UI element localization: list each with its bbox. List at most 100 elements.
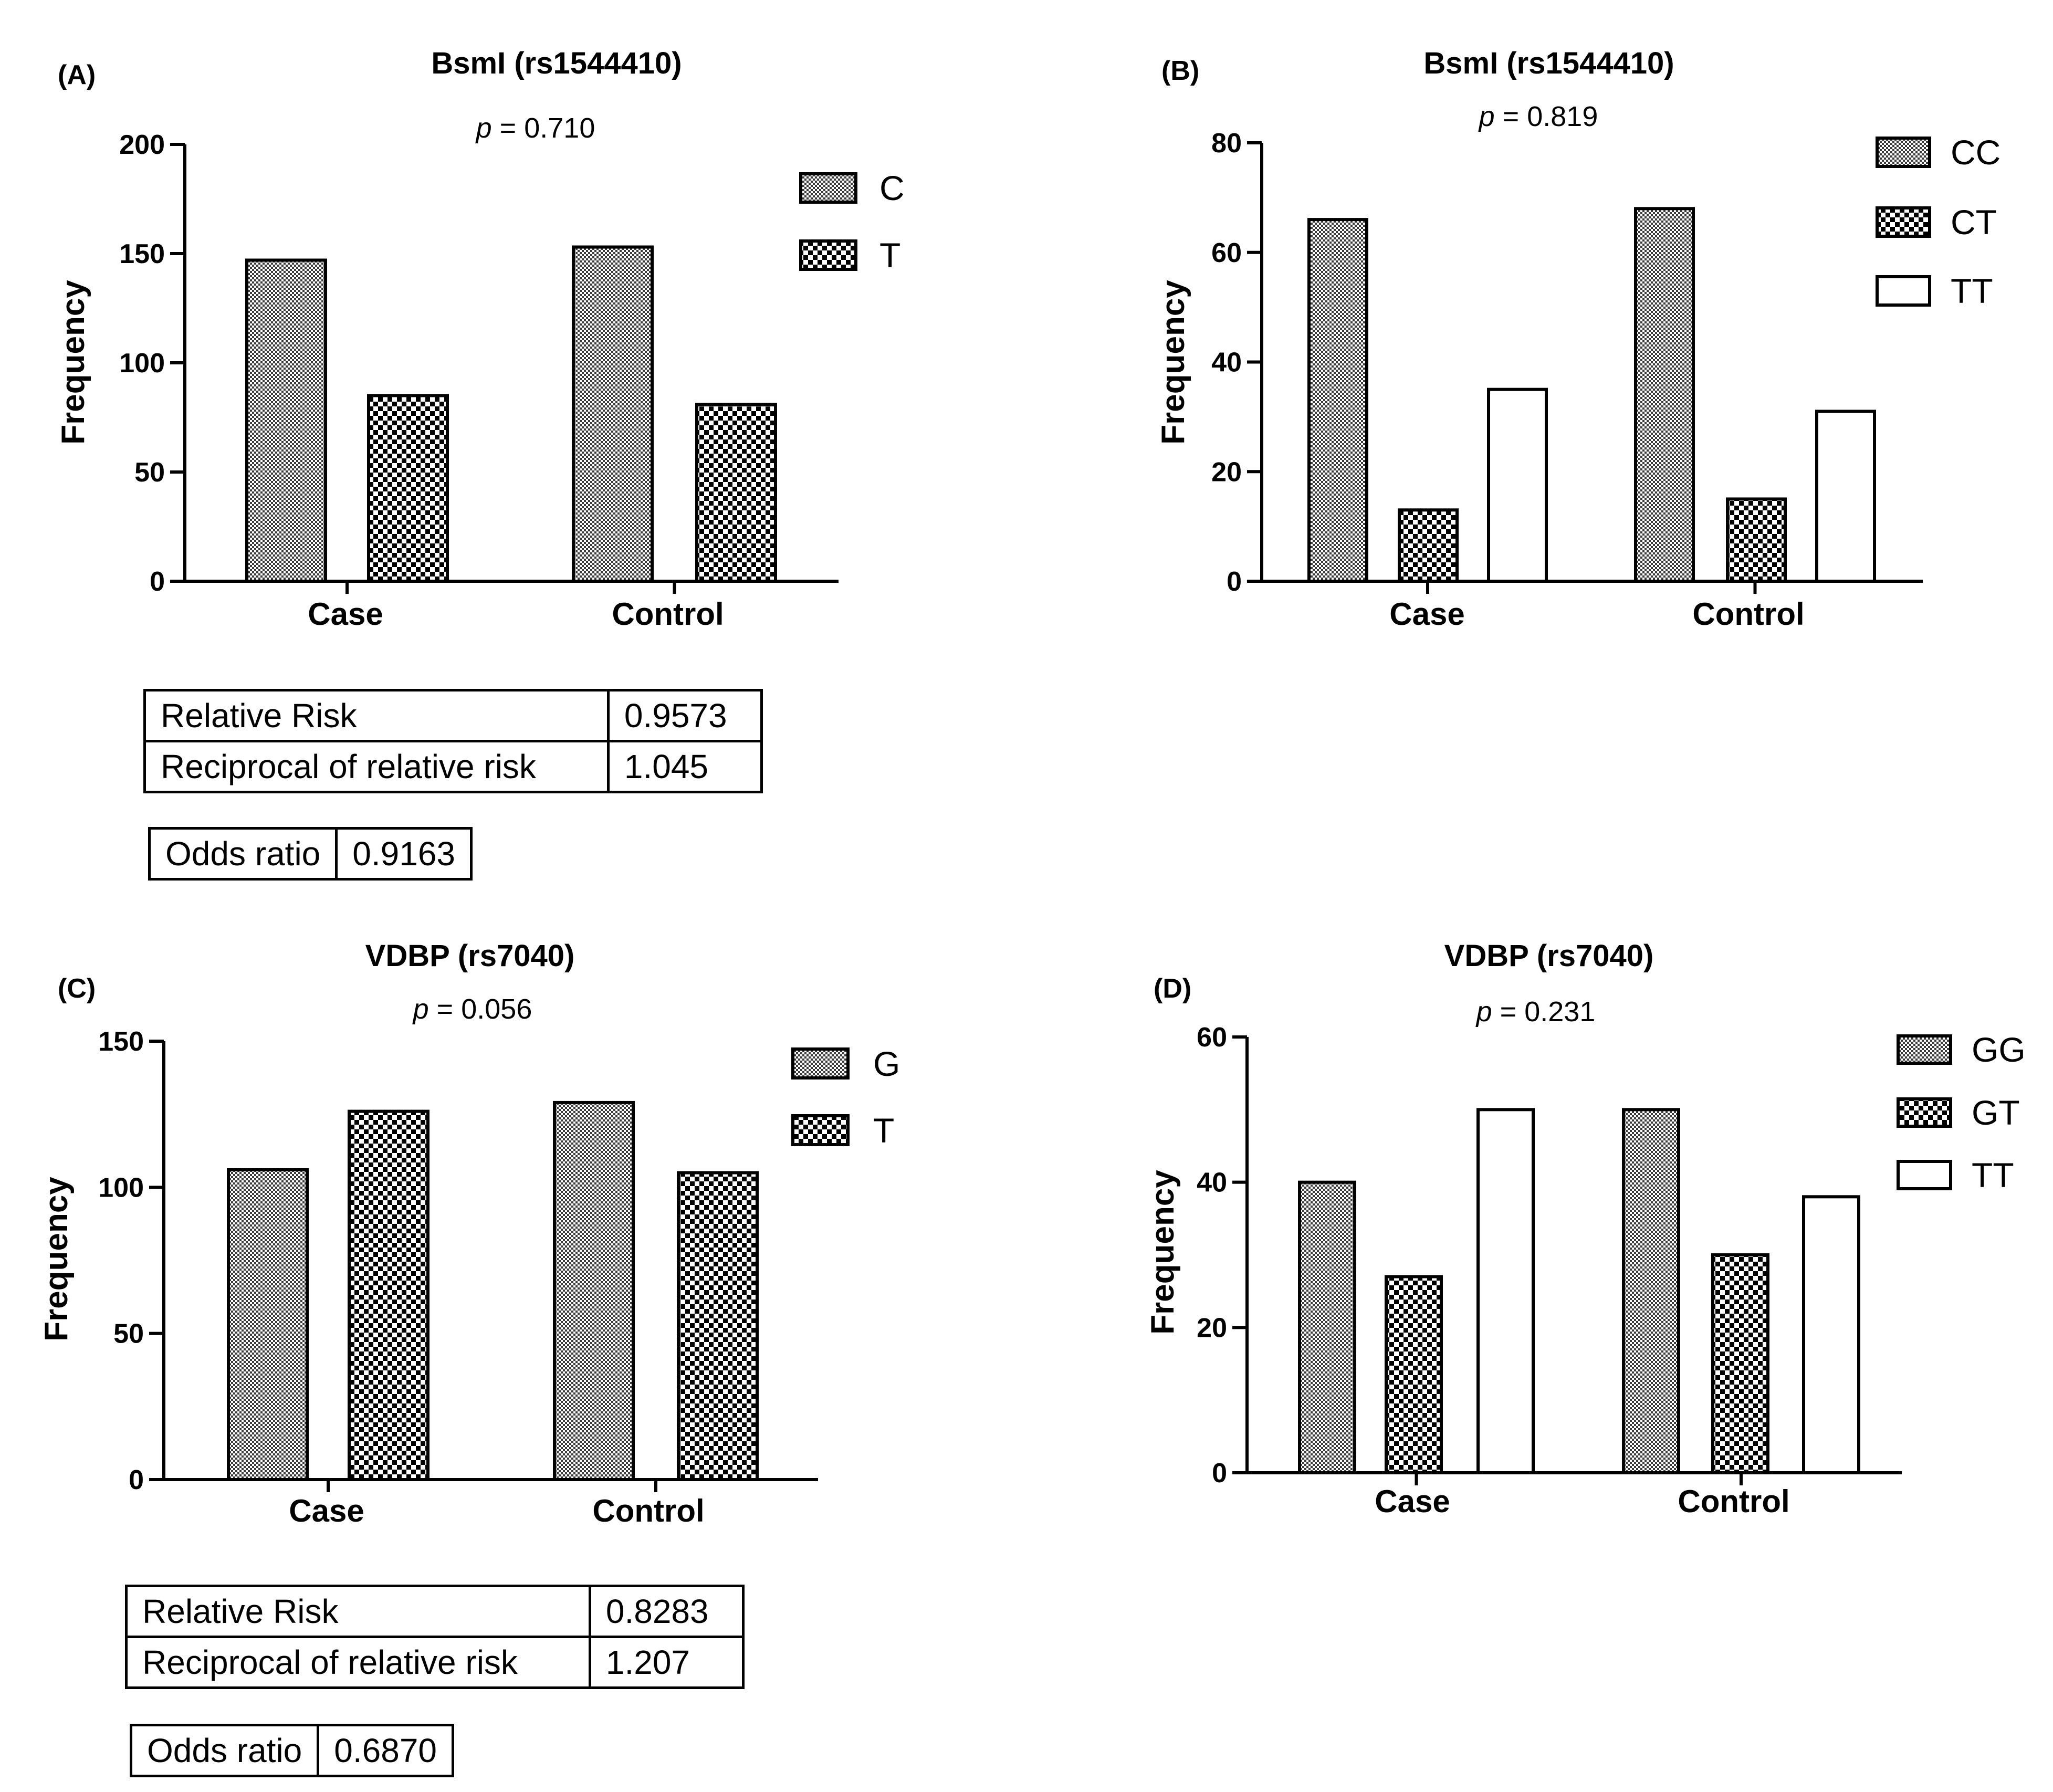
panel-b-legend-label-cc: CC	[1951, 133, 2000, 172]
panel-d-label: (D)	[1154, 973, 1191, 1004]
bar-b-case-cc	[1307, 218, 1368, 583]
panel-d-legend-swatch-tt	[1897, 1160, 1952, 1190]
panel-c: (C) VDBP (rs7040) p = 0.056 Frequency 0 5…	[38, 939, 900, 1528]
panel-a-label: (A)	[58, 60, 96, 90]
y-tick-label: 100	[98, 1172, 144, 1203]
y-tick-label: 40	[1197, 1168, 1227, 1198]
panel-d-legend-label-gg: GG	[1972, 1030, 2026, 1069]
y-tick-label: 150	[119, 239, 165, 269]
table-a-relative-risk: Relative Risk 0.9573 Reciprocal of relat…	[143, 689, 763, 793]
table-row: Reciprocal of relative risk 1.207	[125, 1636, 745, 1689]
panel-c-plot: 0 50 100 150	[98, 1026, 818, 1495]
relative-risk-label: Relative Risk	[143, 689, 610, 742]
bar-c-case-g	[227, 1168, 309, 1481]
panel-b-title: BsmI (rs1544410)	[1423, 46, 1674, 80]
bar-d-case-tt	[1476, 1108, 1535, 1474]
panel-a: (A) BsmI (rs1544410) p = 0.710 Frequency…	[55, 46, 905, 632]
panel-d-legend-swatch-gg	[1897, 1034, 1952, 1065]
odds-ratio-value: 0.6870	[317, 1724, 454, 1777]
panel-b-legend-swatch-ct	[1876, 206, 1931, 238]
bar-b-case-ct	[1398, 508, 1459, 583]
bar-d-case-gt	[1385, 1275, 1443, 1474]
panel-a-xtick-case: Case	[308, 596, 383, 632]
panel-c-legend-swatch-t	[791, 1114, 850, 1146]
panel-c-xtick-case: Case	[289, 1493, 364, 1528]
table-row: Relative Risk 0.9573	[143, 689, 763, 742]
panel-a-legend-label-t: T	[879, 236, 900, 275]
panel-b-ylabel: Frequency	[1155, 280, 1191, 445]
panel-d-legend-label-gt: GT	[1972, 1093, 2020, 1132]
reciprocal-label: Reciprocal of relative risk	[125, 1636, 591, 1689]
panel-c-label: (C)	[58, 973, 96, 1004]
bar-b-control-cc	[1634, 207, 1695, 583]
panel-b-pvalue: p = 0.819	[1478, 101, 1598, 132]
bar-d-control-tt	[1802, 1195, 1860, 1474]
panel-b-legend-swatch-tt	[1876, 275, 1931, 307]
y-tick-label: 200	[119, 130, 165, 160]
bar-b-control-tt	[1815, 410, 1876, 583]
table-a-odds-ratio: Odds ratio 0.9163	[148, 827, 473, 881]
relative-risk-value: 0.9573	[606, 689, 763, 742]
panel-d-xtick-control: Control	[1678, 1484, 1789, 1519]
reciprocal-label: Reciprocal of relative risk	[143, 740, 610, 793]
panel-c-legend-label-t: T	[873, 1111, 894, 1150]
panel-d-pvalue: p = 0.231	[1475, 996, 1596, 1028]
y-tick-label: 20	[1211, 457, 1242, 487]
panel-b-legend-swatch-cc	[1876, 137, 1931, 168]
panel-c-legend: G T	[791, 1044, 900, 1150]
odds-ratio-value: 0.9163	[335, 827, 473, 881]
panel-d-legend-label-tt: TT	[1972, 1156, 2014, 1194]
bar-d-control-gg	[1622, 1108, 1680, 1474]
panel-d-plot: 0 20 40 60	[1197, 1022, 1902, 1489]
y-tick-label: 150	[98, 1026, 144, 1057]
table-row: Odds ratio 0.6870	[129, 1724, 454, 1777]
table-row: Odds ratio 0.9163	[148, 827, 473, 881]
panel-a-xtick-control: Control	[612, 596, 724, 632]
bar-d-case-gg	[1298, 1180, 1356, 1475]
panel-a-legend-swatch-t	[799, 239, 857, 271]
table-c-relative-risk: Relative Risk 0.8283 Reciprocal of relat…	[125, 1585, 745, 1689]
relative-risk-label: Relative Risk	[125, 1585, 591, 1638]
bar-d-control-gt	[1711, 1253, 1769, 1474]
bar-c-control-t	[677, 1171, 759, 1481]
panel-d-legend: GG GT TT	[1897, 1030, 2026, 1194]
panel-d-title: VDBP (rs7040)	[1444, 939, 1654, 973]
panel-a-legend-label-c: C	[879, 169, 905, 207]
y-tick-label: 50	[134, 457, 165, 488]
panel-c-legend-label-g: G	[873, 1044, 900, 1083]
bar-a-control-c	[572, 245, 654, 583]
odds-ratio-label: Odds ratio	[148, 827, 338, 881]
panel-d-xtick-case: Case	[1375, 1484, 1450, 1519]
panel-d: (D) VDBP (rs7040) p = 0.231 Frequency 0 2…	[1145, 939, 2026, 1519]
relative-risk-value: 0.8283	[588, 1585, 745, 1638]
y-tick-label: 20	[1197, 1313, 1227, 1343]
y-tick-label: 100	[119, 348, 165, 379]
reciprocal-value: 1.045	[606, 740, 763, 793]
bar-a-case-t	[367, 394, 449, 583]
y-tick-label: 60	[1197, 1022, 1227, 1053]
table-c-odds-ratio: Odds ratio 0.6870	[129, 1724, 454, 1777]
panel-c-ylabel: Frequency	[38, 1177, 75, 1342]
y-tick-label: 0	[129, 1465, 144, 1495]
panel-c-legend-swatch-g	[791, 1047, 850, 1080]
panel-b-plot: 0 20 40 60 80	[1211, 128, 1923, 597]
bar-a-control-t	[695, 403, 777, 583]
y-tick-label: 60	[1211, 238, 1242, 268]
table-row: Reciprocal of relative risk 1.045	[143, 740, 763, 793]
panel-d-ylabel: Frequency	[1145, 1170, 1181, 1335]
panel-c-pvalue: p = 0.056	[412, 993, 532, 1025]
table-row: Relative Risk 0.8283	[125, 1585, 745, 1638]
panel-b-legend: CC CT TT	[1876, 133, 2000, 310]
y-tick-label: 0	[150, 567, 165, 597]
y-tick-label: 40	[1211, 348, 1242, 378]
bar-c-case-t	[348, 1109, 430, 1482]
panel-a-plot: 0 50 100 150 200	[119, 130, 839, 597]
panel-c-xtick-control: Control	[592, 1493, 704, 1528]
odds-ratio-label: Odds ratio	[129, 1724, 320, 1777]
bar-b-case-tt	[1487, 387, 1548, 583]
panel-b-xtick-control: Control	[1692, 596, 1804, 632]
panel-a-title: BsmI (rs1544410)	[431, 46, 682, 80]
bar-c-control-g	[553, 1101, 635, 1481]
panel-a-ylabel: Frequency	[55, 280, 91, 445]
